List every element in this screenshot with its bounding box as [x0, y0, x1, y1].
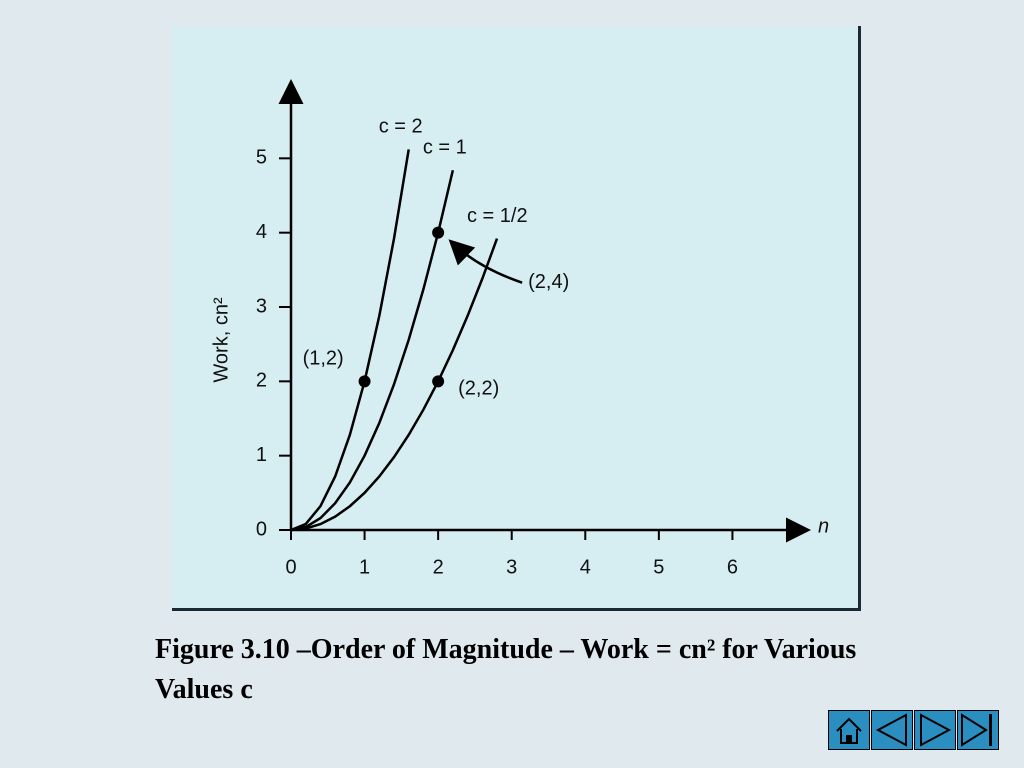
end-button[interactable]: [957, 710, 999, 750]
x-tick-label: 3: [506, 556, 517, 578]
next-icon: [920, 713, 952, 747]
series-label: c = 1/2: [467, 205, 528, 227]
annotation-label: (2,4): [528, 271, 569, 293]
prev-button[interactable]: [871, 710, 913, 750]
y-tick-label: 2: [256, 370, 267, 392]
y-tick-label: 5: [256, 147, 267, 169]
next-button[interactable]: [914, 710, 956, 750]
chart-panel: [172, 26, 861, 611]
x-tick-label: 5: [653, 556, 664, 578]
y-tick-label: 3: [256, 295, 267, 317]
annotation-arrow: [448, 239, 523, 284]
series-line: [290, 238, 499, 532]
series-label: c = 1: [423, 137, 467, 159]
y-axis-label: Work, cn²: [210, 297, 232, 383]
annotation-label: (1,2): [303, 348, 344, 370]
x-tick-label: 4: [580, 556, 591, 578]
end-icon: [961, 713, 992, 747]
y-tick-label: 0: [256, 518, 267, 540]
x-tick-label: 2: [433, 556, 444, 578]
annotation-point: [432, 226, 445, 239]
x-tick-label: 6: [727, 556, 738, 578]
y-tick-label: 1: [256, 444, 267, 466]
prev-icon: [875, 713, 907, 747]
x-tick-label: 0: [285, 556, 296, 578]
caption: Figure 3.10 –Order of Magnitude – Work =…: [155, 634, 857, 705]
x-tick-label: 1: [359, 556, 370, 578]
y-tick-label: 4: [256, 221, 267, 243]
annotation-point: [432, 375, 445, 388]
annotation-label: (2,2): [458, 378, 499, 400]
x-axis-label: n: [818, 515, 829, 537]
annotation-point: [358, 375, 371, 388]
series-label: c = 2: [379, 116, 423, 138]
series-line: [290, 169, 455, 532]
series-line: [290, 149, 410, 532]
home-icon: [836, 717, 862, 744]
home-button[interactable]: [828, 710, 870, 750]
